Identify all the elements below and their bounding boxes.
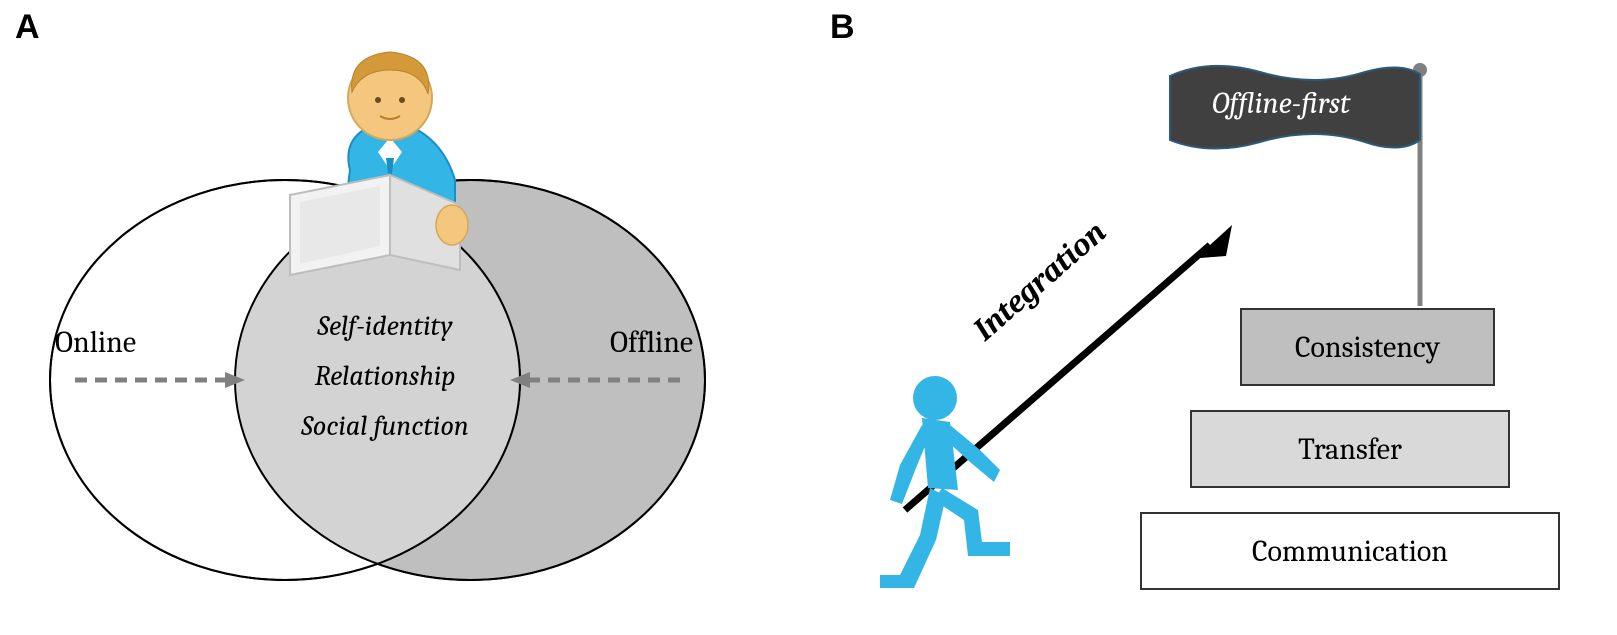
integration-arrow bbox=[0, 0, 1617, 635]
walker-icon bbox=[850, 370, 1030, 600]
